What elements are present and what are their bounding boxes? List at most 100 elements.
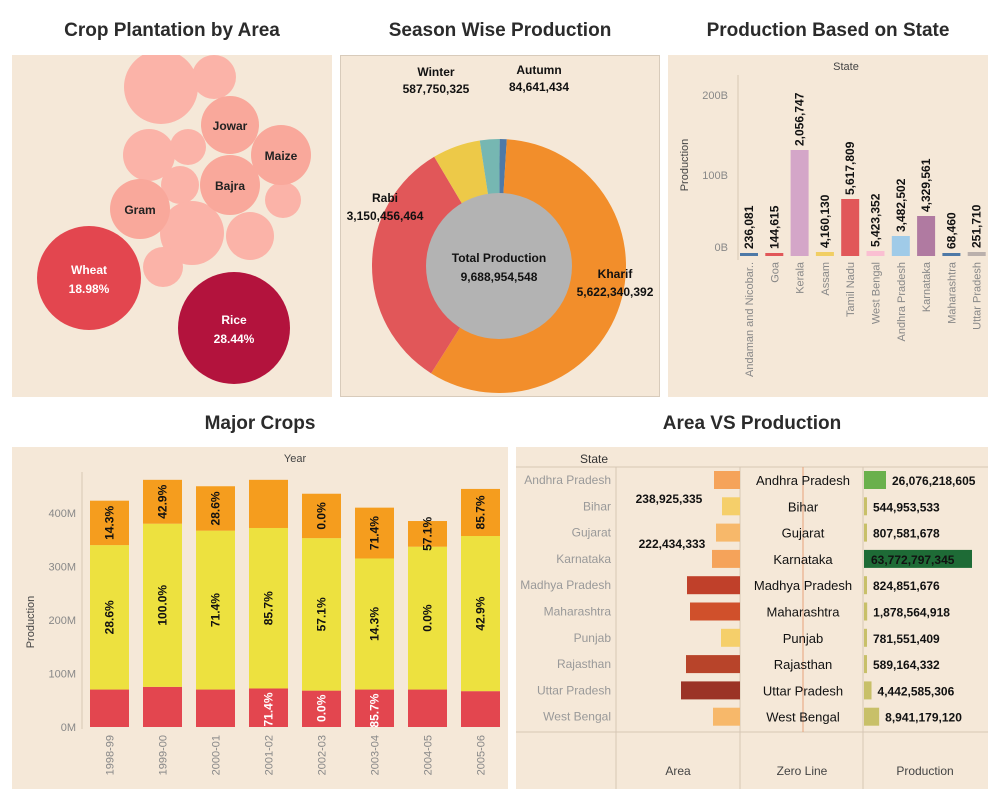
butterfly-prod-bar-9	[864, 707, 880, 726]
bubble-unlabeled-6	[226, 212, 274, 260]
butterfly-zero-state-5: Maharashtra	[767, 605, 841, 620]
donut-hole	[426, 193, 572, 339]
butterfly-state-0: Andhra Pradesh	[524, 473, 611, 487]
butterfly-prod-bar-0	[864, 471, 886, 489]
state-x-tick-7: Karnataka	[921, 261, 933, 312]
bubble-unlabeled-3	[123, 129, 175, 181]
butterfly-state-1: Bihar	[583, 499, 611, 513]
state-x-tick-3: Assam	[820, 262, 832, 296]
major-bar-6-seg-2	[408, 521, 447, 547]
bubble-unlabeled-9	[143, 247, 183, 287]
butterfly-area-label-0: 238,925,335	[636, 492, 703, 506]
state-y-axis-title: Production	[679, 139, 691, 192]
major-bar-label-5-0: 85.7%	[368, 693, 382, 727]
major-bar-2-seg-0	[196, 689, 235, 727]
butterfly-zero-state-2: Gujarat	[782, 526, 825, 541]
bubble-unlabeled-8	[160, 201, 224, 265]
donut-value-autumn: 84,641,434	[509, 80, 569, 94]
donut-label-autumn: Autumn	[516, 63, 561, 77]
butterfly-prod-bar-5	[864, 602, 868, 621]
major-bar-5-seg-2	[355, 507, 394, 559]
major-bar-6-seg-0	[408, 689, 447, 727]
donut-label-rabi: Rabi	[372, 191, 398, 205]
major-bar-2-seg-1	[196, 530, 235, 690]
major-bar-label-2-1: 71.4%	[209, 593, 223, 627]
major-bar-label-6-2: 57.1%	[421, 517, 435, 551]
major-bar-label-6-1: 0.0%	[421, 604, 435, 632]
butterfly-state-8: Uttar Pradesh	[537, 683, 611, 697]
butterfly-area-bar-6	[721, 628, 740, 647]
butterfly-zero-state-4: Madhya Pradesh	[754, 578, 852, 593]
butterfly-state-5: Maharashtra	[544, 605, 612, 619]
donut-center-label: Total Production	[452, 251, 546, 265]
major-bar-label-1-2: 42.9%	[156, 484, 170, 518]
butterfly-prod-bar-3	[864, 549, 972, 568]
butterfly-area-bar-2	[716, 523, 740, 542]
butterfly-zero-state-9: West Bengal	[766, 710, 840, 725]
butterfly-prod-label-8: 4,442,585,306	[878, 684, 955, 698]
major-bar-3-seg-2	[249, 479, 288, 528]
state-bar-label-9: 251,710	[970, 204, 984, 248]
state-bar-5	[866, 251, 885, 256]
major-bar-4-seg-1	[302, 538, 341, 691]
major-bar-label-3-1: 85.7%	[262, 591, 276, 625]
area-vs-production-panel: State Andhra Pradesh Andhra Pradesh 26,076,…	[516, 447, 988, 789]
state-bar-chart: State Production 200B 100B 0B 236,081 Andaman …	[679, 61, 986, 377]
butterfly-area-bar-3	[712, 549, 740, 568]
state-bar-1	[765, 253, 784, 256]
butterfly-state-4: Madhya Pradesh	[520, 578, 611, 592]
major-x-tick-2: 2000-01	[211, 735, 223, 775]
major-bar-label-7-1: 42.9%	[474, 596, 488, 630]
bubble-label-maize: Maize	[265, 149, 298, 163]
major-x-tick-7: 2005-06	[476, 735, 488, 775]
butterfly-prod-label-2: 807,581,678	[873, 527, 940, 541]
bubble-label-gram: Gram	[124, 203, 155, 217]
state-bar-4	[841, 199, 860, 256]
major-x-tick-4: 2002-03	[317, 735, 329, 775]
butterfly-area-bar-1	[722, 497, 740, 516]
major-bar-1-seg-0	[143, 686, 182, 727]
major-bar-0-seg-1	[90, 545, 129, 690]
major-y-tick-0: 400M	[48, 508, 76, 520]
butterfly-prod-bar-8	[864, 681, 872, 700]
donut-center-value: 9,688,954,548	[461, 270, 538, 284]
major-bar-2-seg-2	[196, 486, 235, 531]
bubble-unlabeled-7	[265, 182, 301, 218]
state-bar-label-7: 4,329,561	[919, 158, 933, 212]
major-bar-label-0-2: 14.3%	[103, 506, 117, 540]
bubble-maize	[251, 125, 311, 185]
butterfly-prod-label-5: 1,878,564,918	[873, 606, 950, 620]
state-bar-label-3: 4,160,130	[818, 194, 832, 248]
major-bar-label-4-1: 57.1%	[315, 597, 329, 631]
butterfly-prod-label-4: 824,851,676	[873, 579, 940, 593]
major-bar-1-seg-1	[143, 523, 182, 687]
butterfly-footer-2: Production	[896, 764, 953, 778]
major-y-axis-title: Production	[25, 596, 37, 649]
season-production-title: Season Wise Production	[388, 20, 612, 41]
bubble-unlabeled-2	[170, 129, 206, 165]
state-x-tick-9: Uttar Pradesh	[972, 262, 984, 330]
major-x-tick-5: 2003-04	[370, 735, 382, 775]
state-bar-label-1: 144,615	[767, 205, 781, 249]
bubble-unlabeled-1	[124, 50, 198, 124]
butterfly-zero-state-0: Andhra Pradesh	[756, 473, 850, 488]
area-vs-production-title: Area VS Production	[662, 413, 842, 434]
butterfly-state-3: Karnataka	[556, 552, 611, 566]
butterfly-zero-state-7: Rajasthan	[774, 657, 833, 672]
state-bar-9	[967, 252, 986, 256]
state-bar-8	[942, 253, 961, 256]
bubble-label-bajra: Bajra	[215, 179, 245, 193]
state-bar-label-4: 5,617,809	[843, 141, 857, 195]
state-production-panel: State Production 200B 100B 0B 236,081 Andaman …	[668, 55, 988, 397]
butterfly-footer-0: Area	[665, 764, 691, 778]
bubble-unlabeled-0	[192, 55, 236, 99]
butterfly-prod-bar-1	[864, 497, 867, 516]
major-bar-6-seg-1	[408, 546, 447, 690]
major-crops-panel: Year Production 400M 300M 200M 100M 0M 28.6% 14.…	[12, 447, 508, 789]
butterfly-state-9: West Bengal	[543, 710, 611, 724]
major-bar-7-seg-2	[461, 488, 500, 537]
bubble-label-jowar: Jowar	[213, 119, 248, 133]
butterfly-area-bar-9	[713, 707, 740, 726]
butterfly-area-bar-7	[686, 655, 740, 674]
butterfly-zero-state-3: Karnataka	[773, 552, 833, 567]
